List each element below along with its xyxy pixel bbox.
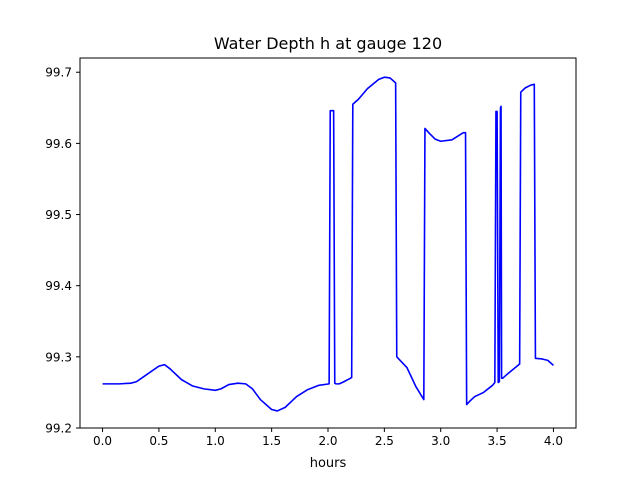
- series-layer: [102, 76, 554, 412]
- x-tick-label: 0.0: [93, 434, 112, 448]
- y-tick-label: 99.2: [45, 422, 72, 436]
- x-tick-label: 0.5: [149, 434, 168, 448]
- y-tick-label: 99.6: [45, 137, 72, 151]
- plot-frame: [79, 57, 577, 429]
- x-tick-label: 1.5: [262, 434, 281, 448]
- y-tick-label: 99.3: [45, 350, 72, 364]
- series-line: [102, 76, 554, 412]
- x-tick-label: 2.0: [318, 434, 337, 448]
- x-tick-label: 3.5: [488, 434, 507, 448]
- x-tick-label: 3.0: [431, 434, 450, 448]
- y-tick-label: 99.7: [45, 66, 72, 80]
- x-axis-label: hours: [310, 456, 347, 471]
- x-tick-label: 4.0: [544, 434, 563, 448]
- x-tick-label: 2.5: [375, 434, 394, 448]
- ticks-layer: 0.0 0.5 1.0 1.5 2.0 2.5 3.0 3.5 4.0 99.2 99.3 99.4 9…: [45, 66, 563, 448]
- x-tick-label: 1.0: [206, 434, 225, 448]
- chart-title: Water Depth h at gauge 120: [214, 34, 442, 53]
- plot-area: [80, 58, 576, 428]
- y-tick-label: 99.5: [45, 208, 72, 222]
- y-tick-label: 99.4: [45, 279, 72, 293]
